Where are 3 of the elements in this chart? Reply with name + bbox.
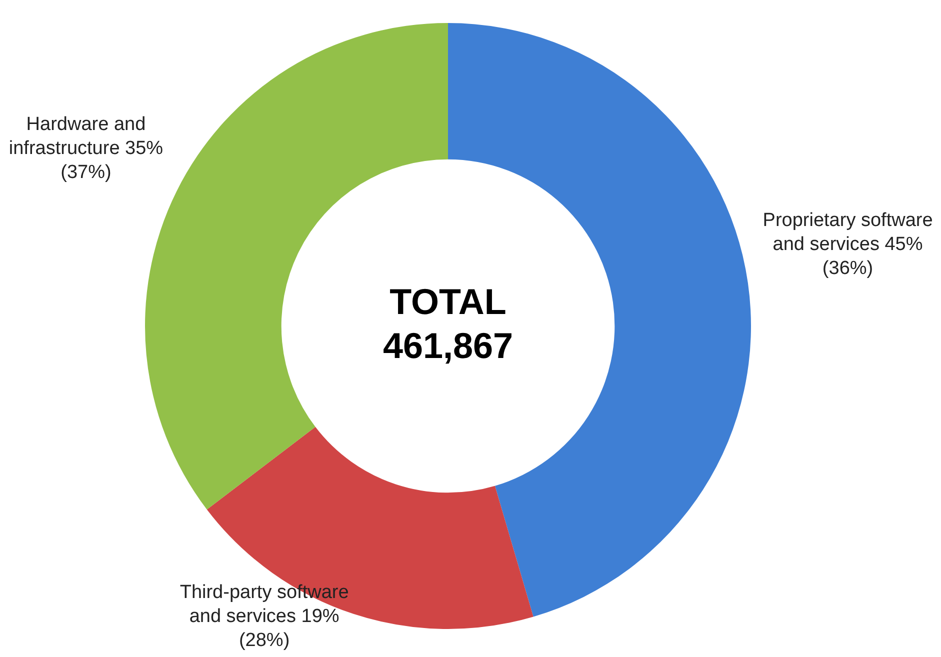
slice-label: Proprietary software and services 45% (36%) (762, 210, 933, 279)
slice-label: Hardware and infrastructure 35% (37%) (8, 114, 164, 184)
text: TOTAL 461,867 (382, 280, 514, 366)
